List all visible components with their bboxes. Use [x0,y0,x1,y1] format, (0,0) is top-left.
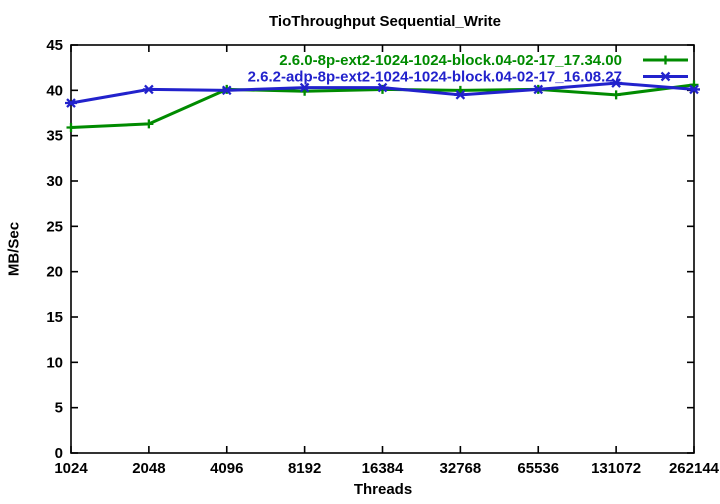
legend-label-series-0: 2.6.0-8p-ext2-1024-1024-block.04-02-17_1… [279,52,622,69]
y-tick-label: 40 [46,82,63,99]
series-1-point-marker [532,84,545,95]
x-tick-label: 8192 [288,460,321,477]
series-1-point-marker [298,82,311,93]
series-0-point-marker [144,119,154,129]
series-0-point-marker [66,123,76,133]
legend-sample-marker-1 [659,71,672,82]
x-tick-label: 262144 [669,460,720,477]
series-1-point-marker [454,90,467,100]
x-tick-label: 65536 [517,460,559,477]
series-1-point-marker [65,98,77,108]
x-tick-label: 131072 [591,460,641,477]
series-1-point-marker [376,82,389,93]
series-1-point-marker [610,78,623,88]
y-tick-label: 35 [46,128,63,145]
x-tick-label: 4096 [210,460,243,477]
series-0-point-marker [611,90,621,100]
y-tick-label: 5 [55,400,63,417]
x-tick-label: 32768 [440,460,482,477]
series-1-point-marker [220,85,233,96]
x-tick-label: 1024 [54,460,88,477]
y-tick-label: 10 [46,354,63,371]
legend-sample-marker-0 [661,55,670,65]
y-tick-label: 30 [46,173,63,190]
series-1-point-marker [688,84,700,95]
y-tick-label: 0 [55,445,63,462]
series-1-point-marker [142,84,155,95]
y-tick-label: 15 [46,309,63,326]
y-tick-label: 45 [46,37,63,54]
x-tick-label: 2048 [132,460,165,477]
x-axis-label: Threads [353,481,413,498]
x-tick-label: 16384 [362,460,404,477]
y-tick-label: 25 [46,218,63,235]
legend-label-series-1: 2.6.2-adp-8p-ext2-1024-1024-block.04-02-… [248,69,622,86]
plot-border [70,44,695,454]
y-tick-label: 20 [46,264,63,281]
chart-title: TioThroughput Sequential_Write [269,13,501,30]
